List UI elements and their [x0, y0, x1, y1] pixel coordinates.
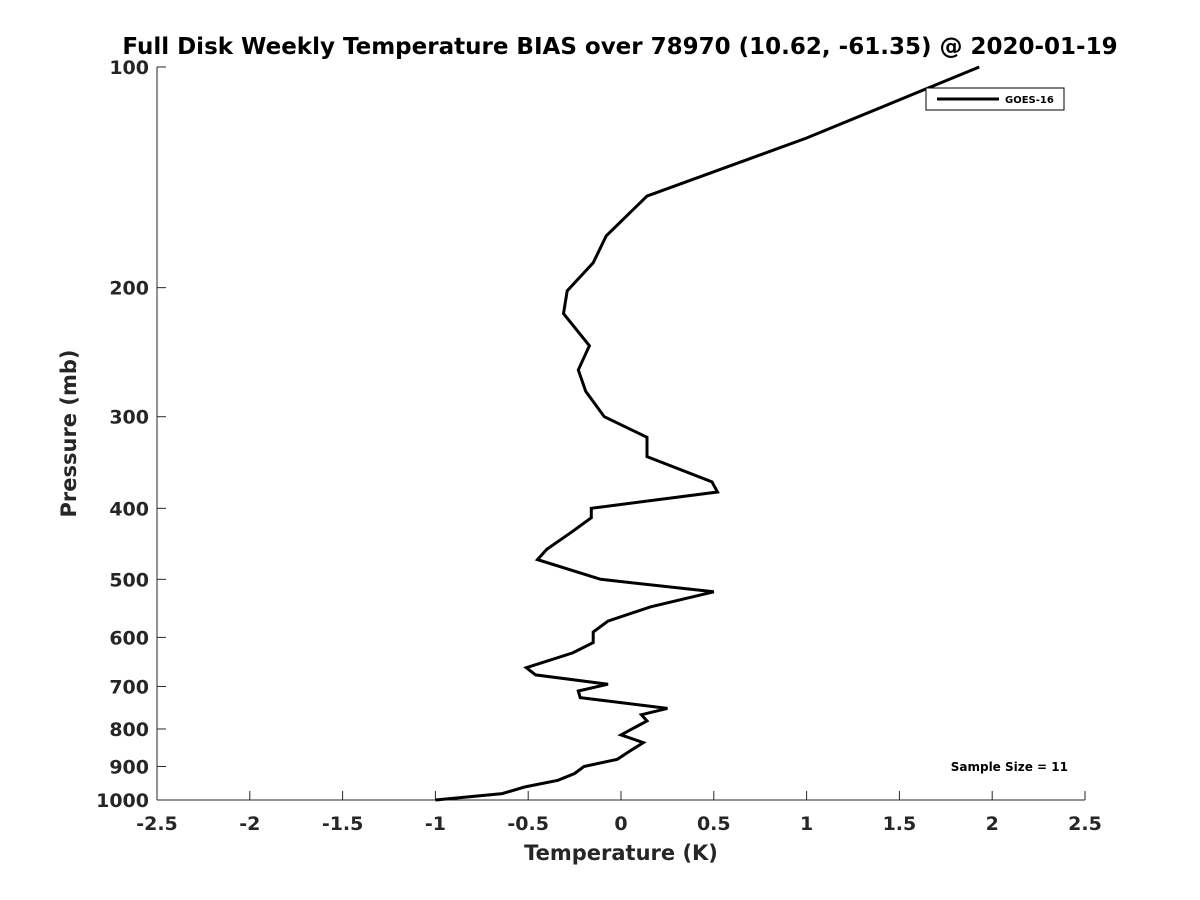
x-tick-label: 2: [986, 813, 999, 835]
y-tick-label: 300: [109, 407, 149, 429]
y-axis-ticks: 100 200 300 400 500 600 700 800 900 1000: [96, 57, 166, 812]
x-tick-label: 1.5: [883, 813, 917, 835]
y-tick-label: 900: [109, 756, 149, 778]
y-tick-label: 400: [109, 498, 149, 520]
legend: GOES-16: [925, 87, 1065, 111]
x-tick-label: -2: [239, 813, 260, 835]
plot-area: [157, 67, 1085, 800]
x-tick-label: -2.5: [136, 813, 178, 835]
y-axis-label: Pressure (mb): [57, 350, 81, 518]
x-tick-label: 1: [800, 813, 813, 835]
y-tick-label: 800: [109, 719, 149, 741]
chart-title: Full Disk Weekly Temperature BIAS over 7…: [122, 34, 1117, 60]
x-tick-label: 0: [614, 813, 627, 835]
x-axis-ticks: -2.5 -2 -1.5 -1 -0.5 0 0.5 1 1.5 2 2.5: [136, 791, 1102, 835]
x-tick-label: -1.5: [322, 813, 364, 835]
series-line-goes-16: [435, 65, 980, 802]
y-tick-label: 700: [109, 676, 149, 698]
x-axis-label: Temperature (K): [524, 841, 718, 865]
y-tick-label: 1000: [96, 790, 149, 812]
legend-label-goes-16: GOES-16: [1005, 95, 1054, 106]
sample-size-annotation: Sample Size = 11: [951, 760, 1068, 774]
x-tick-label: 0.5: [697, 813, 731, 835]
y-tick-label: 100: [109, 57, 149, 79]
y-tick-label: 600: [109, 627, 149, 649]
series-layer: [435, 65, 980, 802]
y-tick-label: 500: [109, 569, 149, 591]
x-tick-label: -1: [425, 813, 446, 835]
y-tick-label: 200: [109, 278, 149, 300]
x-tick-label: -0.5: [507, 813, 549, 835]
x-tick-label: 2.5: [1068, 813, 1102, 835]
